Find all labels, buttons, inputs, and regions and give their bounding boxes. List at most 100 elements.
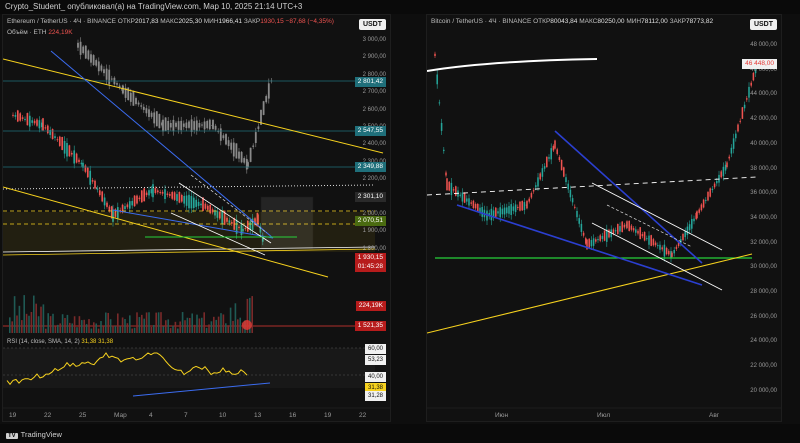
candle — [122, 85, 124, 94]
publish-info: Crypto_Student_ опубликовал(а) на Tradin… — [0, 0, 800, 14]
candle — [86, 167, 89, 178]
volume-bar — [69, 322, 71, 333]
candle — [108, 69, 111, 85]
candle — [209, 204, 212, 214]
candle — [541, 168, 544, 177]
candle — [94, 180, 96, 189]
candle — [702, 199, 705, 208]
eth-chart-panel[interactable]: Ethereum / TetherUS · 4Ч · BINANCE ОТКР2… — [2, 14, 391, 422]
candle — [608, 229, 610, 238]
candle — [590, 240, 593, 247]
candle — [185, 195, 188, 206]
candle — [140, 190, 143, 203]
candle — [671, 252, 673, 257]
volume-bar — [205, 327, 208, 333]
candle — [49, 129, 52, 135]
candle — [77, 42, 79, 48]
volume-bar — [241, 322, 244, 333]
candle — [448, 181, 450, 191]
candle — [129, 92, 132, 102]
volume-bar — [251, 296, 253, 333]
candle — [145, 192, 148, 196]
btc-chart-panel[interactable]: Bitcoin / TetherUS · 4Ч · BINANCE ОТКР80… — [426, 14, 782, 422]
candle — [175, 122, 177, 127]
candle — [726, 162, 728, 168]
candle — [754, 66, 757, 74]
candle — [249, 221, 252, 230]
volume-bar — [66, 314, 69, 333]
candle — [730, 147, 733, 154]
candle — [227, 140, 230, 147]
currency-button[interactable]: USDT — [358, 19, 386, 30]
candle — [195, 199, 198, 207]
btc-price-label: 46 000,00 — [750, 66, 777, 73]
candle — [497, 211, 499, 214]
candle — [592, 238, 595, 246]
candle — [190, 119, 193, 132]
candle — [26, 113, 29, 126]
candle — [632, 228, 635, 231]
candle — [673, 249, 675, 254]
candle — [19, 113, 22, 121]
candle — [56, 139, 59, 141]
rsi-level: 53,23 — [364, 355, 386, 365]
volume-bar — [246, 298, 249, 333]
candle — [670, 251, 672, 259]
candle — [136, 195, 138, 204]
candle — [92, 55, 95, 65]
volume-bar — [141, 314, 143, 333]
candle — [700, 204, 703, 211]
currency-button[interactable]: USDT — [749, 19, 777, 30]
candle — [490, 208, 493, 221]
candle — [133, 195, 136, 207]
candle — [73, 150, 76, 164]
eth-price-label: 2 300,00 — [363, 159, 386, 165]
candle — [521, 201, 523, 211]
candle — [612, 229, 615, 234]
volume-bar — [64, 318, 66, 333]
candle — [66, 142, 68, 157]
volume-bar — [102, 325, 105, 333]
candle — [124, 87, 127, 98]
candle — [127, 87, 130, 101]
volume-bar — [45, 328, 47, 333]
candle — [436, 74, 438, 85]
candle — [637, 230, 639, 234]
candle — [709, 188, 711, 197]
btc-price-label: 26 000,00 — [750, 313, 777, 320]
candle — [216, 210, 219, 218]
candle — [14, 115, 17, 117]
eth-price-label: 1 900,00 — [362, 228, 386, 235]
candle — [155, 111, 158, 127]
candle — [668, 250, 670, 255]
candle — [150, 189, 153, 194]
rsi-level: 40,00 — [364, 372, 386, 382]
btc-header: Bitcoin / TetherUS · 4Ч · BINANCE ОТКР80… — [431, 18, 714, 25]
candle — [159, 192, 162, 194]
tradingview-logo[interactable]: TV TradingView — [6, 430, 62, 439]
eth-price-label: 2 700,00 — [362, 89, 386, 96]
candle — [238, 226, 240, 229]
candle — [12, 114, 14, 116]
volume-bar — [150, 326, 153, 333]
candle — [659, 244, 661, 250]
candle — [182, 123, 185, 127]
candle — [208, 119, 211, 130]
volume-bar — [18, 305, 21, 333]
volume-bar — [33, 295, 35, 333]
candle — [698, 209, 700, 213]
candle — [732, 138, 735, 149]
candle — [523, 202, 526, 211]
candle — [40, 122, 43, 128]
rsi-level: 60,00 — [364, 344, 386, 354]
volume-bar — [222, 314, 225, 333]
eth-chart-canvas[interactable] — [3, 15, 391, 422]
candle — [161, 191, 164, 194]
candle — [36, 119, 38, 126]
candle — [746, 98, 748, 100]
btc-price-label: 32 000,00 — [750, 239, 777, 246]
btc-chart-canvas[interactable] — [427, 15, 782, 422]
candle — [95, 60, 98, 66]
candle — [741, 107, 744, 119]
candle — [479, 207, 481, 213]
